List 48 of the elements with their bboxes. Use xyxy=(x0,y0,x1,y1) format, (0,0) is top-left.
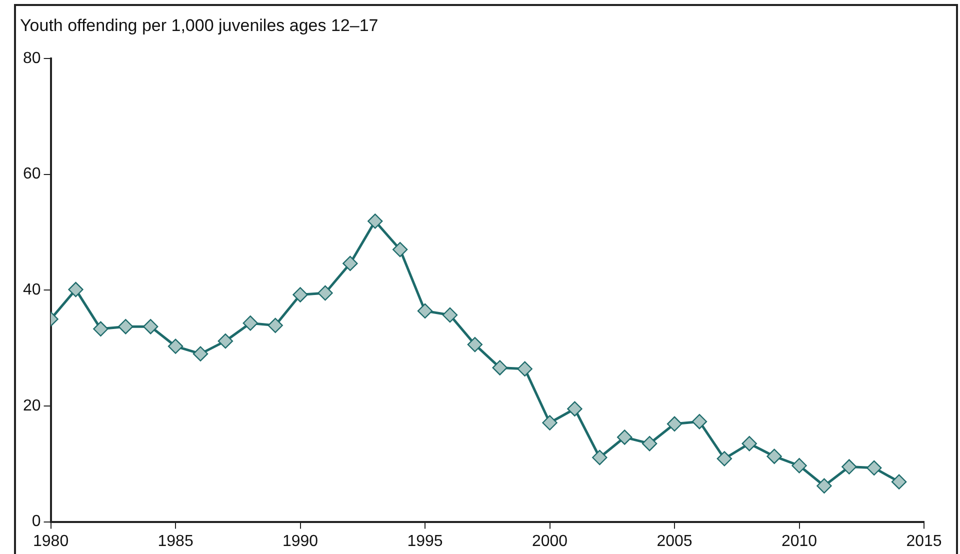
point xyxy=(368,214,383,229)
point xyxy=(567,401,582,416)
point xyxy=(93,321,108,337)
point xyxy=(666,416,682,432)
point xyxy=(442,307,458,323)
point xyxy=(142,318,158,334)
x-tick-label: 1990 xyxy=(282,532,318,550)
point xyxy=(692,414,708,430)
point xyxy=(492,360,508,376)
point xyxy=(192,346,208,362)
x-tick-label: 1995 xyxy=(407,532,443,550)
point xyxy=(292,287,308,302)
point xyxy=(218,333,234,349)
point xyxy=(891,474,907,490)
y-tick-label: 80 xyxy=(23,50,41,67)
point xyxy=(318,285,333,301)
chart-title: Youth offending per 1,000 juveniles ages 12–17 xyxy=(20,16,378,35)
y-tick-label: 0 xyxy=(32,513,41,530)
x-tick-label: 2010 xyxy=(781,532,818,550)
point xyxy=(168,338,184,354)
x-tick-label: 1980 xyxy=(33,532,69,550)
y-tick-label: 20 xyxy=(23,397,41,414)
point xyxy=(642,436,658,452)
point xyxy=(242,316,258,331)
point xyxy=(592,450,608,466)
x-tick-label: 2015 xyxy=(906,532,942,550)
point xyxy=(766,448,782,464)
point xyxy=(417,303,433,319)
point xyxy=(68,282,84,298)
point xyxy=(816,478,832,494)
point xyxy=(792,458,807,474)
point xyxy=(866,460,882,476)
x-tick-label: 2005 xyxy=(656,532,692,550)
point xyxy=(742,436,757,452)
point xyxy=(268,318,283,334)
point xyxy=(617,430,632,445)
point xyxy=(517,361,532,376)
x-tick-label: 2000 xyxy=(532,532,568,550)
point xyxy=(392,242,408,258)
y-tick-label: 60 xyxy=(23,166,41,183)
y-tick-label: 40 xyxy=(23,282,41,299)
point xyxy=(342,256,358,272)
point xyxy=(467,336,483,352)
point xyxy=(842,459,857,474)
point xyxy=(542,415,558,430)
point xyxy=(716,451,732,466)
x-tick-label: 1985 xyxy=(158,532,194,550)
point xyxy=(118,318,134,334)
